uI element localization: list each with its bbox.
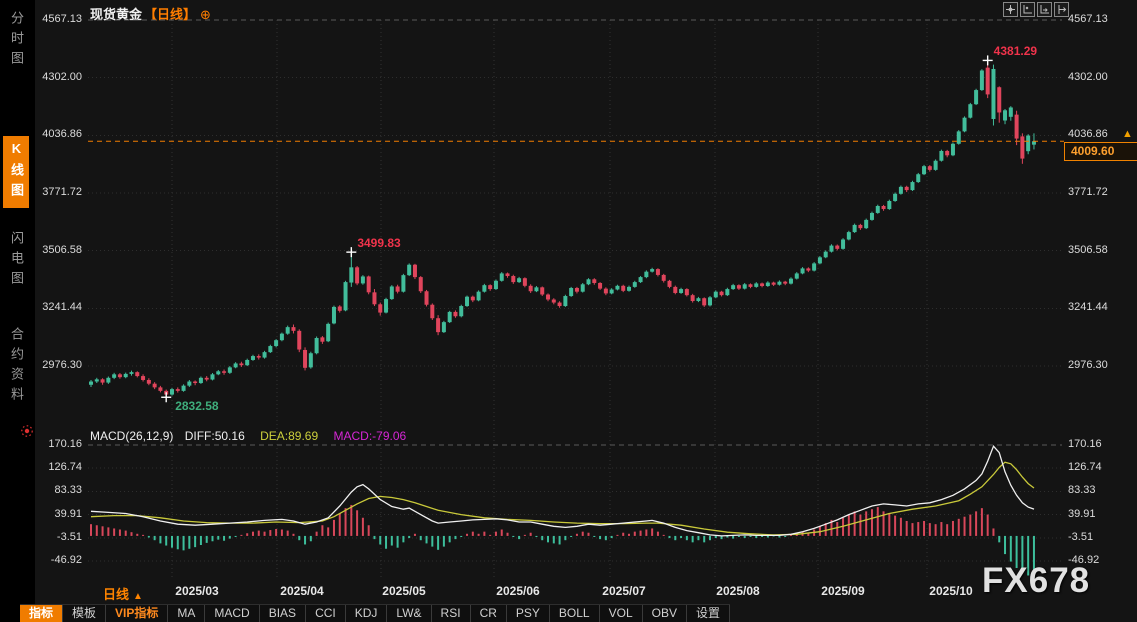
macd-diff-value: DIFF:50.16 (184, 429, 245, 443)
price-axis-label-right: 4302.00 (1068, 70, 1108, 83)
chart-settings-icon[interactable]: ⊕ (200, 7, 211, 22)
price-axis-label-right: 3771.72 (1068, 185, 1108, 198)
price-axis-label-left: 2976.30 (42, 359, 82, 371)
price-axis-label-right: 4567.13 (1068, 13, 1108, 25)
sidebar-item-flash-chart[interactable]: 闪电图 (9, 231, 24, 291)
price-axis-label-left: 4567.13 (42, 13, 82, 25)
price-axis-label-left: 3241.44 (42, 301, 82, 314)
sidebar-item-contract-info[interactable]: 合约资料 (9, 327, 24, 407)
alert-record-icon[interactable] (20, 424, 34, 438)
toolbar-tab-BOLL[interactable]: BOLL (550, 605, 600, 622)
date-label: 2025/09 (821, 584, 865, 598)
date-label: 2025/05 (382, 584, 426, 598)
macd-dea-value: DEA:89.69 (260, 429, 319, 443)
price-axis-label-right: 3241.44 (1068, 301, 1108, 314)
price-axis-label-right: 3506.58 (1068, 243, 1108, 256)
toolbar-tab-模板[interactable]: 模板 (63, 605, 107, 622)
date-label: 2025/03 (175, 584, 219, 598)
period-tag: 【日线】 (144, 7, 197, 22)
chart-title: 现货黄金 【日线】 ⊕ (90, 4, 211, 23)
symbol-name: 现货黄金 (90, 7, 143, 22)
sidebar-item-kline-chart[interactable]: K线图 (3, 136, 29, 208)
macd-axis-label-right: 39.91 (1068, 507, 1096, 520)
price-axis-label-left: 3506.58 (42, 243, 82, 256)
toolbar-tab-VOL[interactable]: VOL (600, 605, 643, 622)
crosshair-icon[interactable] (1003, 2, 1018, 17)
toolbar-tab-指标[interactable]: 指标 (20, 605, 64, 622)
toolbar-tab-设置[interactable]: 设置 (687, 605, 730, 622)
toolbar-tab-BIAS[interactable]: BIAS (260, 605, 307, 622)
macd-formula: MACD(26,12,9) (90, 429, 174, 443)
sidebar-item-timeline-chart[interactable]: 分时图 (9, 11, 24, 71)
price-annotation: 2832.58 (175, 399, 219, 414)
y-axis-zoom-icon[interactable] (1020, 2, 1035, 17)
date-label: 2025/06 (496, 584, 540, 598)
left-sidebar: 分时图 K线图 闪电图 合约资料 (0, 0, 35, 622)
period-caret-icon: ▲ (133, 591, 143, 602)
macd-header: MACD(26,12,9) DIFF:50.16 DEA:89.69 MACD:… (90, 429, 406, 443)
date-label: 2025/04 (280, 584, 324, 598)
x-axis-shift-icon[interactable] (1054, 2, 1069, 17)
chart-tool-icons (1003, 2, 1069, 17)
toolbar-tab-CR[interactable]: CR (471, 605, 507, 622)
date-label: 2025/07 (602, 584, 646, 598)
price-axis-label-left: 3771.72 (42, 185, 82, 198)
macd-axis-label-right: 83.33 (1068, 484, 1096, 497)
current-price-box: 4009.60 (1064, 142, 1137, 161)
macd-axis-label-left: -46.92 (50, 554, 82, 566)
toolbar-tab-MA[interactable]: MA (168, 605, 206, 622)
toolbar-tab-RSI[interactable]: RSI (432, 605, 471, 622)
toolbar-tab-PSY[interactable]: PSY (507, 605, 550, 622)
price-axis-label-left: 4036.86 (42, 128, 82, 141)
price-annotation: 3499.83 (357, 236, 401, 251)
macd-axis-label-left: -3.51 (56, 530, 82, 543)
macd-macd-value: MACD:-79.06 (333, 429, 407, 443)
macd-axis-label-left: 83.33 (54, 484, 82, 497)
toolbar-tab-OBV[interactable]: OBV (643, 605, 687, 622)
toolbar-tab-CCI[interactable]: CCI (306, 605, 346, 622)
date-label: 2025/08 (716, 584, 760, 598)
macd-axis-label-left: 39.91 (54, 507, 82, 520)
price-up-arrow-icon: ▲ (1122, 128, 1133, 140)
period-label: 日线 (103, 587, 130, 602)
toolbar-tab-KDJ[interactable]: KDJ (346, 605, 388, 622)
macd-axis-label-right: -3.51 (1068, 530, 1094, 543)
watermark: FX678 (982, 561, 1091, 600)
date-label: 2025/10 (929, 584, 973, 598)
price-axis-label-right: 2976.30 (1068, 359, 1108, 371)
macd-axis-label-right: 170.16 (1068, 438, 1102, 450)
period-selector[interactable]: 日线 ▲ (103, 584, 143, 603)
toolbar-tab-MACD[interactable]: MACD (205, 605, 260, 622)
macd-axis-label-left: 170.16 (48, 438, 82, 450)
macd-axis-label-right: -46.92 (1068, 554, 1100, 566)
toolbar-tab-LW&[interactable]: LW& (387, 605, 432, 622)
price-annotation: 4381.29 (993, 44, 1038, 59)
macd-axis-label-left: 126.74 (48, 461, 82, 474)
y-axis-fit-icon[interactable] (1037, 2, 1052, 17)
price-axis-label-left: 4302.00 (42, 70, 82, 83)
macd-axis-label-right: 126.74 (1068, 461, 1102, 474)
price-axis-label-right: 4036.86 (1068, 128, 1108, 141)
indicator-toolbar: 指标 模板 VIP指标 MA MACD BIAS CCI KDJ LW& RSI CR PSY BOLL… (20, 604, 730, 622)
toolbar-tab-VIP指标[interactable]: VIP指标 (106, 605, 169, 622)
